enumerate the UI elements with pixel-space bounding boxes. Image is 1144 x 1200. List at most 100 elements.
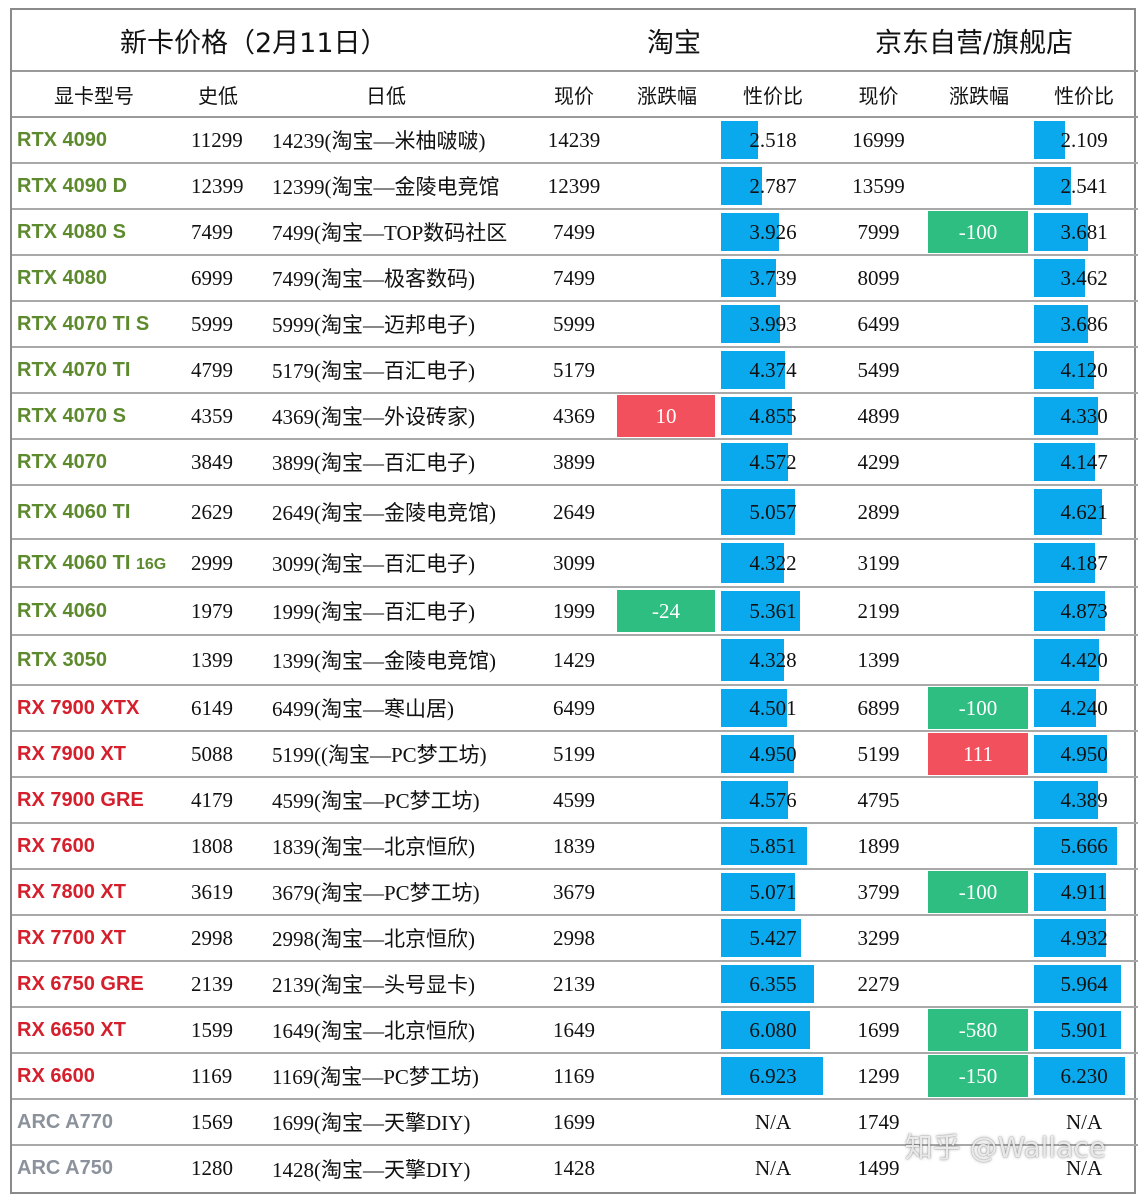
tb-change-cell [617, 347, 718, 394]
day-low-cell: 5999(淘宝—迈邦电子) [266, 301, 531, 348]
jd-pp-cell-bar [1034, 213, 1089, 251]
model-cell: RTX 4070 S [12, 393, 184, 440]
tb-pp-cell: 4.501 [717, 685, 830, 732]
model-name: RX 7900 XT [17, 742, 126, 765]
jd-change-cell: -100 [928, 209, 1031, 256]
model-name: RTX 4070 S [17, 404, 126, 427]
column-header-row: 显卡型号 史低 日低 现价 涨跌幅 性价比 现价 涨跌幅 性价比 [12, 71, 1139, 118]
table-row: ARC A770 1569 1699(淘宝—天擎DIY) 1699 N/A 1749 N/A [12, 1099, 1139, 1146]
tb-pp-cell: 4.950 [717, 731, 830, 778]
history-low-cell: 5088 [184, 731, 266, 778]
table-row: RX 7600 1808 1839(淘宝—北京恒欣) 1839 5.851 1899 5.6… [12, 823, 1139, 870]
history-low-cell: 6999 [184, 255, 266, 302]
jd-pp-cell-bar [1034, 591, 1106, 631]
jd-pp-cell: 3.681 [1030, 209, 1139, 256]
tb-pp-cell-value: 4.501 [749, 695, 797, 720]
tb-change-cell: -24 [617, 587, 718, 636]
tb-change-cell-badge: -24 [617, 590, 716, 632]
tb-pp-cell: 6.080 [717, 1007, 830, 1054]
history-low-cell: 4179 [184, 777, 266, 824]
tb-pp-cell: 3.993 [717, 301, 830, 348]
model-name: RX 7900 XTX [17, 696, 140, 719]
day-low-cell: 4369(淘宝—外设砖家) [266, 393, 531, 440]
tb-pp-cell: 6.923 [717, 1053, 830, 1100]
jd-pp-cell-value: 4.950 [1060, 741, 1108, 766]
history-low-cell: 1169 [184, 1053, 266, 1100]
jd-pp-cell-value: 2.541 [1060, 173, 1108, 198]
day-low-cell: 1169(淘宝—PC梦工坊) [266, 1053, 531, 1100]
model-cell: RX 7900 XTX [12, 685, 184, 732]
history-low-cell: 12399 [184, 163, 266, 210]
jd-price-cell: 2199 [829, 587, 929, 636]
tb-price-cell: 2649 [531, 485, 618, 540]
jd-pp-cell-value: 4.147 [1060, 449, 1108, 474]
tb-pp-cell-value: 3.926 [749, 219, 797, 244]
jd-pp-cell: 5.901 [1030, 1007, 1139, 1054]
table-row: RX 6650 XT 1599 1649(淘宝—北京恒欣) 1649 6.080 1699… [12, 1007, 1139, 1054]
tb-pp-cell-value: 5.057 [749, 499, 797, 524]
jd-pp-cell: 4.932 [1030, 915, 1139, 962]
tb-pp-cell: 4.572 [717, 439, 830, 486]
jd-change-cell-badge: -100 [928, 211, 1029, 253]
day-low-cell: 2998(淘宝—北京恒欣) [266, 915, 531, 962]
watermark: 知乎 @Wallace [904, 1131, 1106, 1164]
tb-change-cell [617, 1007, 718, 1054]
jd-change-cell [928, 393, 1031, 440]
jd-pp-cell: 5.666 [1030, 823, 1139, 870]
jd-pp-cell-value: N/A [1065, 1156, 1103, 1180]
history-low-cell: 2999 [184, 539, 266, 588]
tb-pp-cell-value: 5.071 [749, 879, 797, 904]
tb-price-cell: 4599 [531, 777, 618, 824]
jd-pp-cell-value: 4.120 [1060, 357, 1108, 382]
jd-price-cell: 1899 [829, 823, 929, 870]
jd-pp-cell: 3.462 [1030, 255, 1139, 302]
day-low-cell: 2139(淘宝—头号显卡) [266, 961, 531, 1008]
tb-pp-cell: 2.518 [717, 117, 830, 164]
tb-change-cell [617, 539, 718, 588]
taobao-header: 淘宝 [617, 10, 830, 72]
tb-change-cell [617, 731, 718, 778]
table-row: RX 6750 GRE 2139 2139(淘宝—头号显卡) 2139 6.355 227… [12, 961, 1139, 1008]
jd-pp-cell-value: 4.873 [1060, 598, 1108, 623]
table-row: RTX 4080 6999 7499(淘宝—极客数码) 7499 3.739 8099 3.… [12, 255, 1139, 302]
jd-pp-cell-value: 4.911 [1060, 879, 1108, 904]
tb-pp-cell-value: 5.851 [749, 833, 797, 858]
jd-change-cell-badge: -580 [928, 1009, 1029, 1051]
tb-price-cell: 1649 [531, 1007, 618, 1054]
model-cell: RTX 4080 [12, 255, 184, 302]
jd-change-cell: -100 [928, 869, 1031, 916]
jd-pp-cell: N/A [1030, 1099, 1139, 1146]
jd-pp-cell-bar [1034, 351, 1095, 389]
jd-pp-cell-bar [1034, 121, 1066, 159]
tb-pp-cell-value: 5.361 [749, 598, 797, 623]
jd-pp-cell-value: 3.462 [1060, 265, 1108, 290]
model-cell: ARC A770 [12, 1099, 184, 1146]
tb-pp-cell-bar [721, 121, 759, 159]
tb-pp-cell-value: 6.355 [749, 971, 797, 996]
tb-pp-cell: N/A [717, 1145, 829, 1191]
tb-pp-cell-bar [721, 213, 780, 251]
jd-change-cell: 111 [928, 731, 1031, 778]
jd-pp-cell-value: 6.230 [1060, 1063, 1108, 1088]
day-low-cell: 1399(淘宝—金陵电竞馆) [266, 635, 531, 686]
tb-pp-cell-value: 4.374 [749, 357, 797, 382]
table-row: RX 6600 1169 1169(淘宝—PC梦工坊) 1169 6.923 1299 -1… [12, 1053, 1139, 1100]
model-name: RX 7800 XT [17, 880, 126, 903]
tb-pp-cell-bar [721, 167, 763, 205]
jd-pp-cell: 5.964 [1030, 961, 1139, 1008]
tb-pp-cell-bar [721, 919, 802, 957]
tb-change-cell [617, 1145, 717, 1191]
jd-price-cell: 1699 [829, 1007, 929, 1054]
tb-pp-cell-value: 4.322 [749, 550, 797, 575]
jd-change-cell [928, 439, 1031, 486]
tb-pp-cell-bar [721, 735, 795, 773]
jd-pp-cell-bar [1034, 919, 1107, 957]
tb-price-cell: 14239 [531, 117, 618, 164]
model-name: RX 7700 XT [17, 926, 126, 949]
model-cell: RTX 3050 [12, 635, 184, 686]
jd-pp-cell-value: 4.420 [1060, 647, 1108, 672]
jd-price-cell: 1299 [829, 1053, 929, 1100]
col-tb-price: 现价 [531, 71, 618, 118]
tb-pp-cell-value: N/A [754, 1156, 792, 1180]
jd-change-cell [928, 301, 1031, 348]
